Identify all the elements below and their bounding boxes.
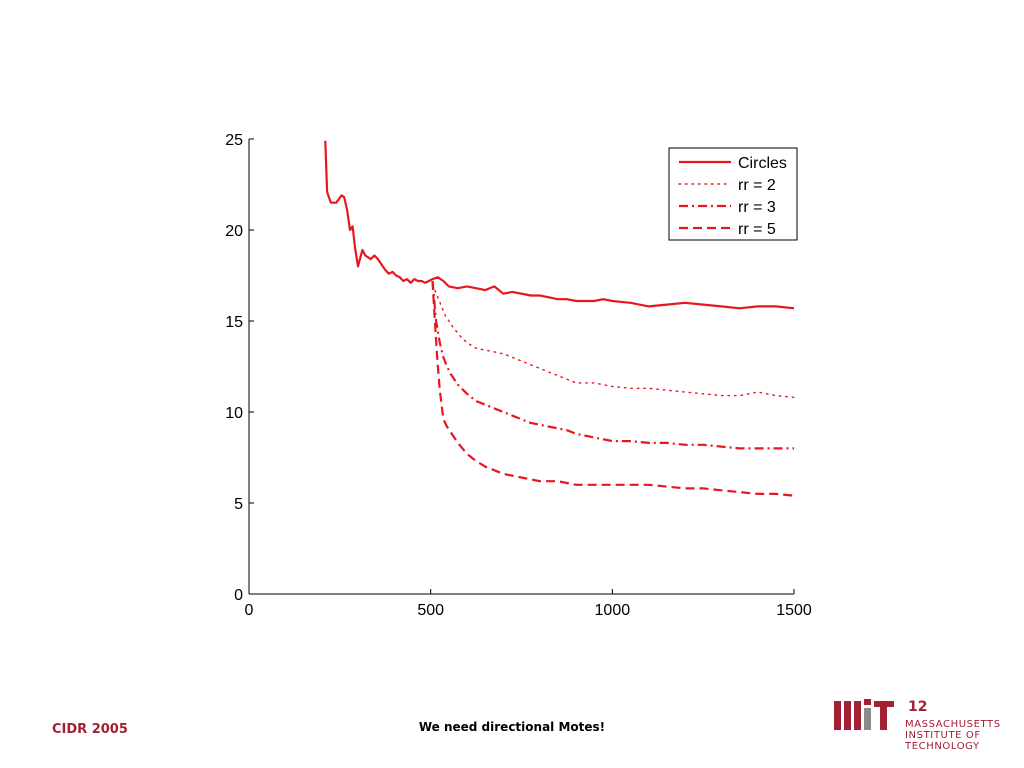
y-tick-label: 5 xyxy=(234,496,243,513)
y-tick-label: 25 xyxy=(225,132,243,149)
y-tick-label: 0 xyxy=(234,587,243,604)
chart-series-group xyxy=(324,140,795,497)
x-tick-label: 0 xyxy=(245,602,254,619)
legend-label: rr = 3 xyxy=(738,199,776,216)
slide-caption: We need directional Motes! xyxy=(418,720,606,734)
y-tick-label: 10 xyxy=(225,405,243,422)
line-chart: 0 500 1000 1500 0 5 10 15 20 25 Circles rr = 2 rr =… xyxy=(225,132,812,619)
institution-line: TECHNOLOGY xyxy=(905,741,980,752)
legend-box xyxy=(668,147,798,241)
series-line-0 xyxy=(324,140,795,310)
legend-label: rr = 2 xyxy=(738,177,776,194)
series-line-1 xyxy=(431,283,795,399)
legend-label: Circles xyxy=(738,155,787,172)
institution-line: INSTITUTE OF xyxy=(905,730,981,741)
institution-name: MASSACHUSETTS INSTITUTE OF TECHNOLOGY xyxy=(905,719,1001,752)
chart-axes: 0 500 1000 1500 0 5 10 15 20 25 xyxy=(225,132,812,619)
mit-logo-icon xyxy=(834,699,894,730)
x-tick-label: 1000 xyxy=(595,602,631,619)
chart-legend: Circles rr = 2 rr = 3 rr = 5 xyxy=(668,147,798,241)
x-tick-label: 500 xyxy=(417,602,444,619)
series-line-3 xyxy=(431,280,795,497)
x-tick-label: 1500 xyxy=(776,602,812,619)
legend-label: rr = 5 xyxy=(738,221,776,238)
series-line-2 xyxy=(431,280,794,450)
page-number: 12 xyxy=(908,699,928,715)
conference-label: CIDR 2005 xyxy=(52,722,128,737)
y-tick-label: 15 xyxy=(225,314,243,331)
institution-line: MASSACHUSETTS xyxy=(905,719,1001,730)
y-tick-label: 20 xyxy=(225,223,243,240)
